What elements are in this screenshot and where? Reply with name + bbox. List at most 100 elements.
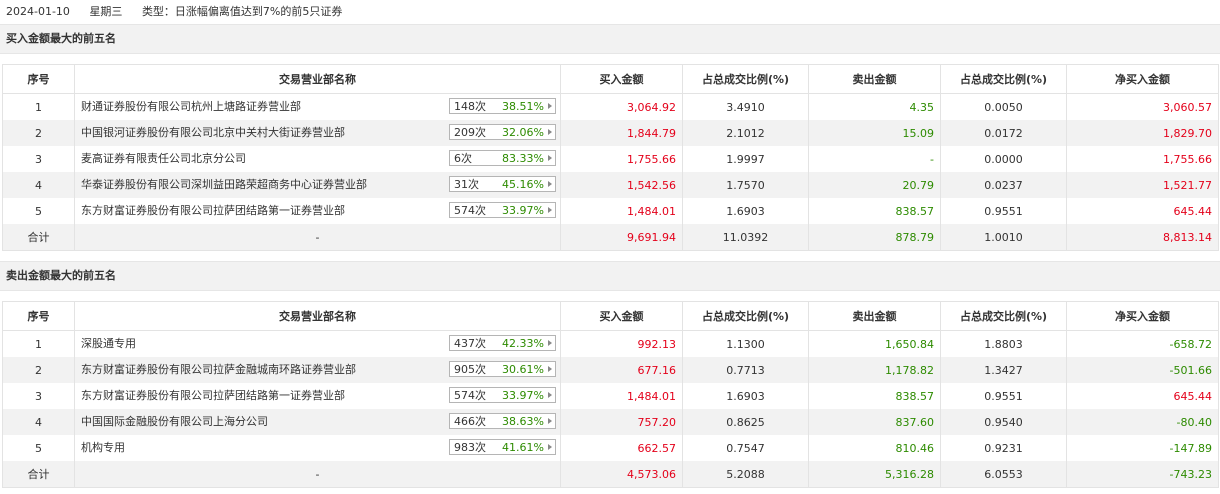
buy-ratio: 1.6903: [682, 198, 809, 224]
table-row: 5 机构专用 983次 41.61% 662.57 0.7547 810.46 0.9231-…: [2, 435, 1219, 461]
col-buy-amount: 买入金额: [560, 64, 683, 94]
row-index: 1: [2, 330, 75, 357]
buy-amount: 1,484.01: [560, 383, 683, 409]
buy-ratio: 0.7713: [682, 357, 809, 383]
buy-amount: 662.57: [560, 435, 683, 461]
sell-ratio: 1.8803: [940, 330, 1067, 357]
col-net-buy: 净买入金额: [1066, 301, 1219, 331]
col-net-buy: 净买入金额: [1066, 64, 1219, 94]
buy-amount: 757.20: [560, 409, 683, 435]
table-row: 4 中国国际金融股份有限公司上海分公司 466次 38.63% 757.20 0.8625…: [2, 409, 1219, 435]
branch-stats-button[interactable]: 209次 32.06%: [449, 124, 556, 140]
sell-amount: 1,178.82: [808, 357, 941, 383]
sell-amount: 1,650.84: [808, 330, 941, 357]
win-rate: 33.97%: [502, 389, 544, 402]
net-buy-amount: 645.44: [1066, 198, 1219, 224]
buy-amount: 677.16: [560, 357, 683, 383]
total-sell-amount: 878.79: [808, 224, 941, 251]
branch-stats-button[interactable]: 31次 45.16%: [449, 176, 556, 192]
branch-name-link[interactable]: 机构专用: [81, 440, 125, 454]
net-buy-amount: 645.44: [1066, 383, 1219, 409]
col-sell-amount: 卖出金额: [808, 301, 941, 331]
sell-amount: 4.35: [808, 93, 941, 120]
sell-section-title: 卖出金额最大的前五名: [0, 261, 1220, 291]
listing-count: 574次: [454, 204, 486, 217]
sell-ratio: 1.3427: [940, 357, 1067, 383]
sell-ratio: 0.9551: [940, 198, 1067, 224]
sell-table-header: 序号 交易营业部名称 买入金额 占总成交比例(%) 卖出金额 占总成交比例(%)…: [2, 301, 1219, 331]
total-label: 合计: [2, 461, 75, 488]
branch-name-link[interactable]: 华泰证券股份有限公司深圳益田路荣超商务中心证券营业部: [81, 177, 367, 191]
sell-ratio: 0.9540: [940, 409, 1067, 435]
win-rate: 83.33%: [502, 152, 544, 165]
branch-name-link[interactable]: 东方财富证券股份有限公司拉萨团结路第一证券营业部: [81, 203, 345, 217]
branch-name-link[interactable]: 中国国际金融股份有限公司上海分公司: [81, 414, 268, 428]
net-buy-amount: -147.89: [1066, 435, 1219, 461]
total-row: 合计 -9,691.94 11.0392 878.79 1.0010 8,813.14: [2, 224, 1219, 251]
branch-stats-button[interactable]: 574次 33.97%: [449, 387, 556, 403]
win-rate: 32.06%: [502, 126, 544, 139]
table-row: 4 华泰证券股份有限公司深圳益田路荣超商务中心证券营业部 31次 45.16% 1,54…: [2, 172, 1219, 198]
branch-name-link[interactable]: 东方财富证券股份有限公司拉萨金融城南环路证券营业部: [81, 362, 356, 376]
branch-stats-button[interactable]: 148次 38.51%: [449, 98, 556, 114]
listing-count: 983次: [454, 441, 486, 454]
total-row: 合计 -4,573.06 5.2088 5,316.28 6.0553 -743.23: [2, 461, 1219, 488]
col-index: 序号: [2, 64, 75, 94]
branch-cell: 机构专用 983次 41.61%: [74, 435, 561, 461]
table-row: 1 财通证券股份有限公司杭州上塘路证券营业部 148次 38.51% 3,064.92 3…: [2, 93, 1219, 120]
sell-table: 序号 交易营业部名称 买入金额 占总成交比例(%) 卖出金额 占总成交比例(%)…: [2, 301, 1219, 488]
buy-amount: 1,542.56: [560, 172, 683, 198]
listing-count: 6次: [454, 152, 472, 165]
row-index: 5: [2, 198, 75, 224]
row-index: 3: [2, 146, 75, 172]
table-row: 2 中国银河证券股份有限公司北京中关村大街证券营业部 209次 32.06% 1,844…: [2, 120, 1219, 146]
branch-name-link[interactable]: 东方财富证券股份有限公司拉萨团结路第一证券营业部: [81, 388, 345, 402]
chevron-right-icon: [548, 155, 552, 161]
row-index: 1: [2, 93, 75, 120]
sell-ratio: 0.9231: [940, 435, 1067, 461]
net-buy-amount: 1,755.66: [1066, 146, 1219, 172]
branch-stats-button[interactable]: 437次 42.33%: [449, 335, 556, 351]
buy-amount: 1,844.79: [560, 120, 683, 146]
buy-ratio: 1.7570: [682, 172, 809, 198]
branch-stats-button[interactable]: 983次 41.61%: [449, 439, 556, 455]
row-index: 4: [2, 409, 75, 435]
list-type: 类型：日涨幅偏离值达到7%的前5只证券: [141, 5, 343, 18]
table-row: 3 麦高证券有限责任公司北京分公司 6次 83.33% 1,755.66 1.9997-0…: [2, 146, 1219, 172]
branch-name-link[interactable]: 中国银河证券股份有限公司北京中关村大街证券营业部: [81, 125, 345, 139]
sell-amount: -: [808, 146, 941, 172]
sell-ratio: 0.0000: [940, 146, 1067, 172]
col-buy-ratio: 占总成交比例(%): [682, 64, 809, 94]
col-buy-ratio: 占总成交比例(%): [682, 301, 809, 331]
branch-cell: 财通证券股份有限公司杭州上塘路证券营业部 148次 38.51%: [74, 93, 561, 120]
sell-ratio: 0.9551: [940, 383, 1067, 409]
branch-name-link[interactable]: 深股通专用: [81, 336, 136, 350]
col-sell-ratio: 占总成交比例(%): [940, 64, 1067, 94]
win-rate: 30.61%: [502, 363, 544, 376]
total-sell-ratio: 1.0010: [940, 224, 1067, 251]
branch-cell: 东方财富证券股份有限公司拉萨金融城南环路证券营业部 905次 30.61%: [74, 357, 561, 383]
sell-ratio: 0.0172: [940, 120, 1067, 146]
branch-stats-button[interactable]: 6次 83.33%: [449, 150, 556, 166]
table-row: 5 东方财富证券股份有限公司拉萨团结路第一证券营业部 574次 33.97% 1,484…: [2, 198, 1219, 224]
net-buy-amount: 3,060.57: [1066, 93, 1219, 120]
buy-amount: 1,755.66: [560, 146, 683, 172]
col-branch-name: 交易营业部名称: [74, 301, 561, 331]
row-index: 5: [2, 435, 75, 461]
branch-stats-button[interactable]: 905次 30.61%: [449, 361, 556, 377]
branch-stats-button[interactable]: 466次 38.63%: [449, 413, 556, 429]
buy-ratio: 2.1012: [682, 120, 809, 146]
buy-ratio: 1.9997: [682, 146, 809, 172]
listing-count: 31次: [454, 178, 479, 191]
win-rate: 45.16%: [502, 178, 544, 191]
sell-amount: 838.57: [808, 198, 941, 224]
total-net-buy: 8,813.14: [1066, 224, 1219, 251]
branch-stats-button[interactable]: 574次 33.97%: [449, 202, 556, 218]
branch-name-link[interactable]: 财通证券股份有限公司杭州上塘路证券营业部: [81, 99, 301, 113]
branch-name-link[interactable]: 麦高证券有限责任公司北京分公司: [81, 151, 246, 165]
sell-amount: 20.79: [808, 172, 941, 198]
col-index: 序号: [2, 301, 75, 331]
row-index: 2: [2, 120, 75, 146]
branch-cell: 麦高证券有限责任公司北京分公司 6次 83.33%: [74, 146, 561, 172]
sell-ratio: 0.0237: [940, 172, 1067, 198]
